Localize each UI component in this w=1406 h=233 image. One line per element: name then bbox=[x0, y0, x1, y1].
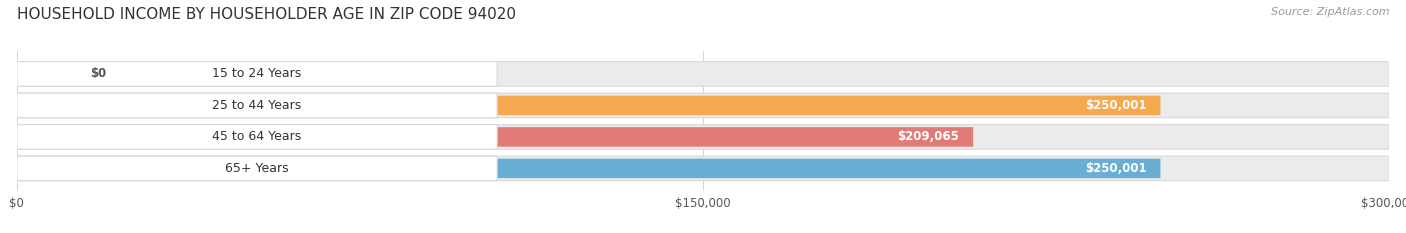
Text: HOUSEHOLD INCOME BY HOUSEHOLDER AGE IN ZIP CODE 94020: HOUSEHOLD INCOME BY HOUSEHOLDER AGE IN Z… bbox=[17, 7, 516, 22]
Text: 45 to 64 Years: 45 to 64 Years bbox=[212, 130, 302, 143]
Text: 25 to 44 Years: 25 to 44 Years bbox=[212, 99, 302, 112]
FancyBboxPatch shape bbox=[17, 156, 498, 181]
FancyBboxPatch shape bbox=[17, 93, 498, 118]
Text: $250,001: $250,001 bbox=[1085, 162, 1147, 175]
FancyBboxPatch shape bbox=[17, 62, 498, 86]
FancyBboxPatch shape bbox=[17, 125, 498, 149]
FancyBboxPatch shape bbox=[17, 127, 973, 147]
FancyBboxPatch shape bbox=[17, 62, 1389, 86]
FancyBboxPatch shape bbox=[17, 156, 1389, 181]
Text: 65+ Years: 65+ Years bbox=[225, 162, 288, 175]
Text: Source: ZipAtlas.com: Source: ZipAtlas.com bbox=[1271, 7, 1389, 17]
FancyBboxPatch shape bbox=[17, 159, 1160, 178]
Text: $209,065: $209,065 bbox=[897, 130, 959, 143]
FancyBboxPatch shape bbox=[17, 125, 1389, 149]
Text: 15 to 24 Years: 15 to 24 Years bbox=[212, 67, 302, 80]
FancyBboxPatch shape bbox=[17, 93, 1389, 118]
FancyBboxPatch shape bbox=[17, 96, 1160, 115]
Text: $250,001: $250,001 bbox=[1085, 99, 1147, 112]
Text: $0: $0 bbox=[90, 67, 107, 80]
FancyBboxPatch shape bbox=[17, 64, 72, 84]
